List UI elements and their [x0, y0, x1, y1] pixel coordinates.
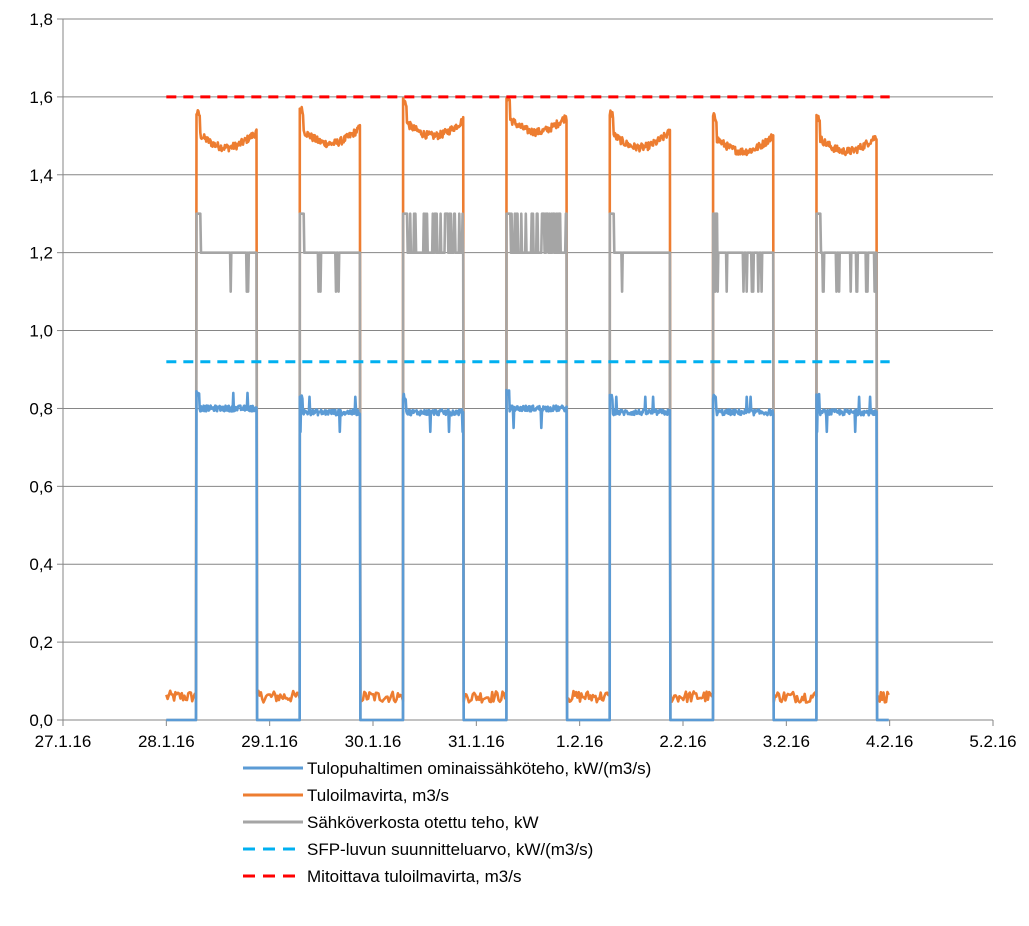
- tick-labels: 0,0 0,2 0,4 0,6 0,8 1,0 1,2 1,4 1,6 1,8 27.1.16 28.…: [29, 10, 1016, 751]
- x-tick-label: 30.1.16: [345, 732, 402, 751]
- x-tick-label: 27.1.16: [35, 732, 92, 751]
- x-tick-label: 3.2.16: [763, 732, 810, 751]
- x-tick-label: 1.2.16: [556, 732, 603, 751]
- y-tick-label: 0,2: [29, 633, 53, 652]
- x-tick-label: 29.1.16: [241, 732, 298, 751]
- legend-label: Mitoittava tuloilmavirta, m3/s: [307, 867, 521, 886]
- x-tick-label: 4.2.16: [866, 732, 913, 751]
- y-tick-label: 0,8: [29, 399, 53, 418]
- y-tick-label: 1,0: [29, 322, 53, 341]
- series-line-sfp: [166, 388, 889, 722]
- y-tick-label: 0,6: [29, 477, 53, 496]
- series-line-flow: [165, 96, 890, 704]
- legend-label: Tuloilmavirta, m3/s: [307, 786, 449, 805]
- series-line-power: [166, 212, 889, 722]
- grid-lines: [63, 18, 993, 643]
- x-tick-label: 2.2.16: [659, 732, 706, 751]
- legend-label: SFP-luvun suunnitteluarvo, kW/(m3/s): [307, 840, 593, 859]
- x-tick-label: 5.2.16: [969, 732, 1016, 751]
- axes: [57, 18, 994, 726]
- x-tick-label: 31.1.16: [448, 732, 505, 751]
- y-tick-label: 1,2: [29, 244, 53, 263]
- x-tick-label: 28.1.16: [138, 732, 195, 751]
- y-tick-label: 1,6: [29, 88, 53, 107]
- y-tick-label: 1,4: [29, 166, 53, 185]
- y-tick-label: 1,8: [29, 10, 53, 29]
- y-tick-label: 0,4: [29, 555, 53, 574]
- legend-label: Tulopuhaltimen ominaissähköteho, kW/(m3/…: [307, 759, 651, 778]
- y-tick-label: 0,0: [29, 711, 53, 730]
- legend-label: Sähköverkosta otettu teho, kW: [307, 813, 539, 832]
- series-lines: [165, 95, 890, 722]
- legend: Tulopuhaltimen ominaissähköteho, kW/(m3/…: [243, 759, 651, 886]
